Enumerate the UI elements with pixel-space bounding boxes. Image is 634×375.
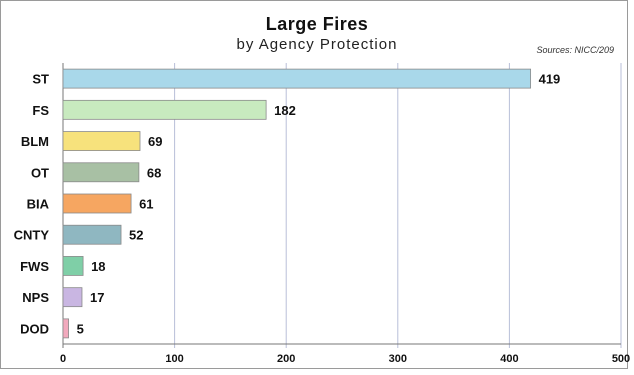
category-label: DOD xyxy=(20,321,49,336)
x-tick-label: 0 xyxy=(60,353,66,365)
value-label: 18 xyxy=(91,259,105,274)
value-label: 5 xyxy=(77,321,84,336)
bar-fs xyxy=(62,99,267,120)
x-tick-label: 200 xyxy=(277,353,295,365)
category-label: FWS xyxy=(20,259,49,274)
x-tick-label: 400 xyxy=(500,353,518,365)
bar-st xyxy=(62,68,532,89)
chart-subtitle: by Agency Protection xyxy=(236,36,398,53)
category-label: OT xyxy=(31,165,49,180)
value-label: 61 xyxy=(139,197,153,212)
x-tick-label: 100 xyxy=(165,353,183,365)
bar-fws xyxy=(62,256,84,276)
category-label: ST xyxy=(32,72,49,87)
bar-bia xyxy=(62,193,132,214)
category-label: BIA xyxy=(27,197,50,212)
value-label: 52 xyxy=(129,228,143,243)
bar-layer xyxy=(62,68,532,339)
category-label: BLM xyxy=(21,134,49,149)
value-label: 68 xyxy=(147,165,161,180)
x-tick-label: 500 xyxy=(612,353,630,365)
chart-frame xyxy=(0,0,628,369)
bar-blm xyxy=(62,131,141,151)
chart-source: Sources: NICC/209 xyxy=(536,45,614,55)
value-label: 419 xyxy=(539,72,561,87)
x-tick-label: 300 xyxy=(389,353,407,365)
bar-ot xyxy=(62,162,140,183)
label-layer: 0 100 200 300 400 500 ST 419 FS 182 BLM 69 OT 68 BIA 61… xyxy=(14,72,631,365)
chart-title: Large Fires xyxy=(265,14,369,34)
bar-nps xyxy=(62,287,83,308)
category-label: NPS xyxy=(22,290,49,305)
value-label: 69 xyxy=(148,134,162,149)
bar-dod xyxy=(62,318,69,339)
grid-layer xyxy=(62,63,622,348)
value-label: 17 xyxy=(90,290,104,305)
category-label: CNTY xyxy=(14,228,50,243)
value-label: 182 xyxy=(274,103,296,118)
category-label: FS xyxy=(32,103,49,118)
bar-cnty xyxy=(62,224,122,245)
